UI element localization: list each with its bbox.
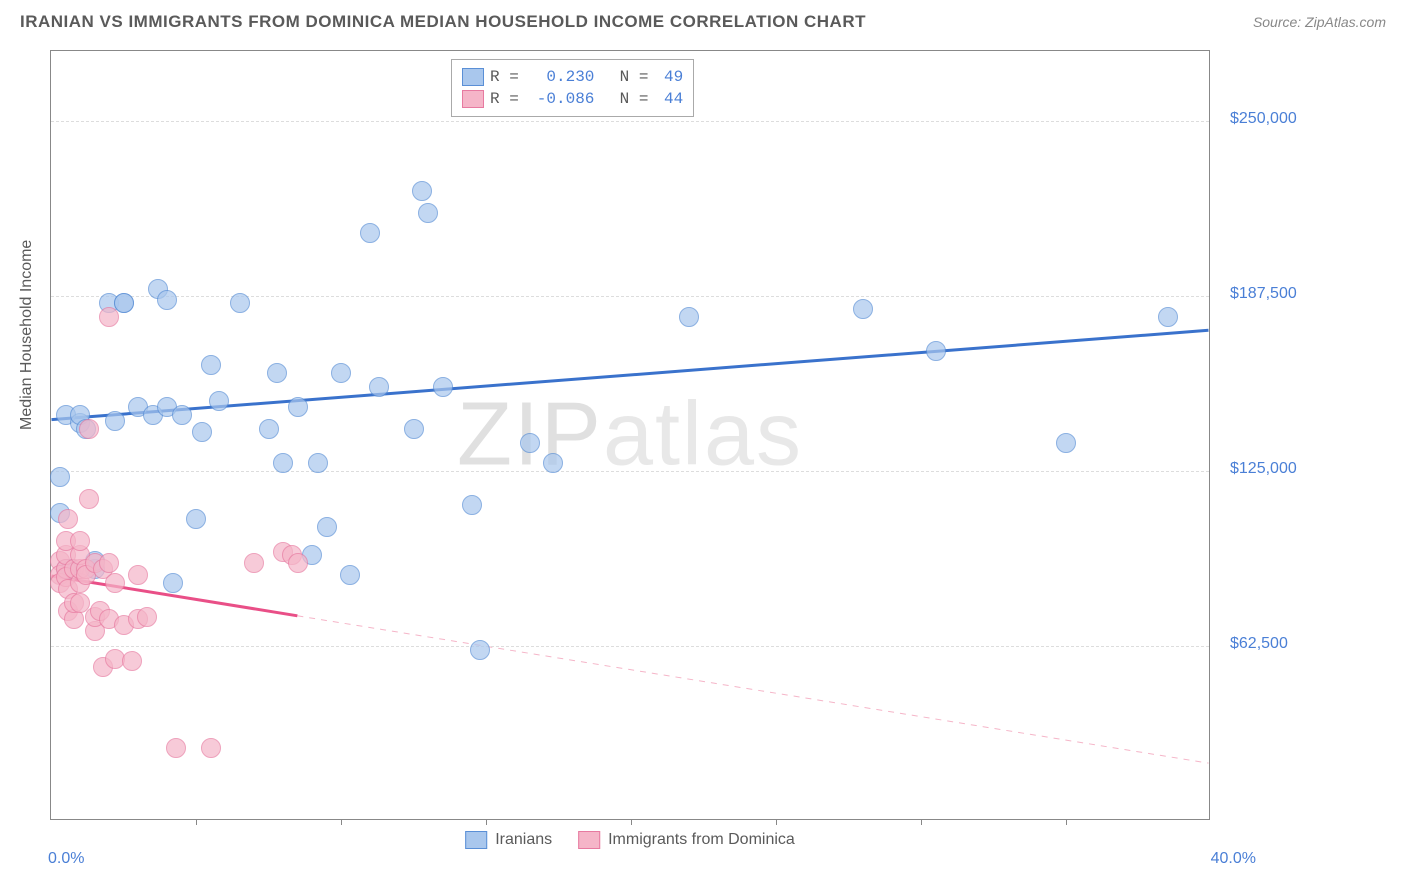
data-point — [308, 453, 328, 473]
data-point — [1056, 433, 1076, 453]
legend-text: N = — [600, 90, 658, 108]
data-point — [105, 573, 125, 593]
gridline — [51, 296, 1209, 297]
legend-swatch — [578, 831, 600, 849]
x-tick — [776, 819, 777, 825]
x-tick — [631, 819, 632, 825]
legend-swatch — [465, 831, 487, 849]
series-legend: Iranians Immigrants from Dominica — [465, 831, 795, 849]
data-point — [166, 738, 186, 758]
data-point — [369, 377, 389, 397]
data-point — [209, 391, 229, 411]
data-point — [404, 419, 424, 439]
data-point — [163, 573, 183, 593]
data-point — [128, 565, 148, 585]
data-point — [244, 553, 264, 573]
legend-text: R = — [490, 90, 528, 108]
data-point — [317, 517, 337, 537]
x-tick — [486, 819, 487, 825]
chart-header: IRANIAN VS IMMIGRANTS FROM DOMINICA MEDI… — [0, 0, 1406, 40]
legend-n-value: 49 — [664, 68, 683, 86]
legend-r-value: -0.086 — [534, 90, 594, 108]
legend-row: R = 0.230 N = 49 — [462, 66, 683, 88]
data-point — [58, 509, 78, 529]
legend-label: Iranians — [495, 831, 552, 849]
x-tick — [341, 819, 342, 825]
legend-item: Immigrants from Dominica — [578, 831, 795, 849]
legend-swatch — [462, 68, 484, 86]
legend-r-value: 0.230 — [534, 68, 594, 86]
data-point — [433, 377, 453, 397]
data-point — [172, 405, 192, 425]
data-point — [679, 307, 699, 327]
legend-text: R = — [490, 68, 528, 86]
x-tick — [196, 819, 197, 825]
data-point — [157, 290, 177, 310]
data-point — [79, 419, 99, 439]
gridline — [51, 646, 1209, 647]
data-point — [926, 341, 946, 361]
data-point — [50, 467, 70, 487]
data-point — [340, 565, 360, 585]
gridline — [51, 471, 1209, 472]
correlation-legend: R = 0.230 N = 49 R = -0.086 N = 44 — [451, 59, 694, 117]
data-point — [201, 738, 221, 758]
legend-n-value: 44 — [664, 90, 683, 108]
legend-swatch — [462, 90, 484, 108]
data-point — [1158, 307, 1178, 327]
data-point — [288, 553, 308, 573]
legend-text: N = — [600, 68, 658, 86]
data-point — [122, 651, 142, 671]
data-point — [543, 453, 563, 473]
chart-source: Source: ZipAtlas.com — [1253, 14, 1386, 30]
x-tick — [1066, 819, 1067, 825]
legend-item: Iranians — [465, 831, 552, 849]
chart-title: IRANIAN VS IMMIGRANTS FROM DOMINICA MEDI… — [20, 12, 866, 32]
y-tick-label: $250,000 — [1230, 110, 1297, 128]
scatter-chart: ZIPatlas R = 0.230 N = 49 R = -0.086 N =… — [50, 50, 1210, 820]
data-point — [137, 607, 157, 627]
data-point — [331, 363, 351, 383]
x-max-label: 40.0% — [1211, 850, 1256, 868]
data-point — [230, 293, 250, 313]
legend-label: Immigrants from Dominica — [608, 831, 795, 849]
data-point — [412, 181, 432, 201]
data-point — [267, 363, 287, 383]
legend-row: R = -0.086 N = 44 — [462, 88, 683, 110]
data-point — [418, 203, 438, 223]
y-axis-label: Median Household Income — [18, 240, 36, 430]
data-point — [201, 355, 221, 375]
data-point — [192, 422, 212, 442]
y-tick-label: $62,500 — [1230, 635, 1288, 653]
x-min-label: 0.0% — [48, 850, 84, 868]
x-tick — [921, 819, 922, 825]
data-point — [360, 223, 380, 243]
data-point — [273, 453, 293, 473]
y-tick-label: $125,000 — [1230, 460, 1297, 478]
data-point — [462, 495, 482, 515]
data-point — [99, 553, 119, 573]
y-tick-label: $187,500 — [1230, 285, 1297, 303]
data-point — [70, 531, 90, 551]
data-point — [105, 411, 125, 431]
data-point — [259, 419, 279, 439]
data-point — [470, 640, 490, 660]
trend-lines — [51, 51, 1209, 819]
data-point — [520, 433, 540, 453]
data-point — [186, 509, 206, 529]
data-point — [79, 489, 99, 509]
data-point — [853, 299, 873, 319]
data-point — [99, 307, 119, 327]
data-point — [288, 397, 308, 417]
gridline — [51, 121, 1209, 122]
